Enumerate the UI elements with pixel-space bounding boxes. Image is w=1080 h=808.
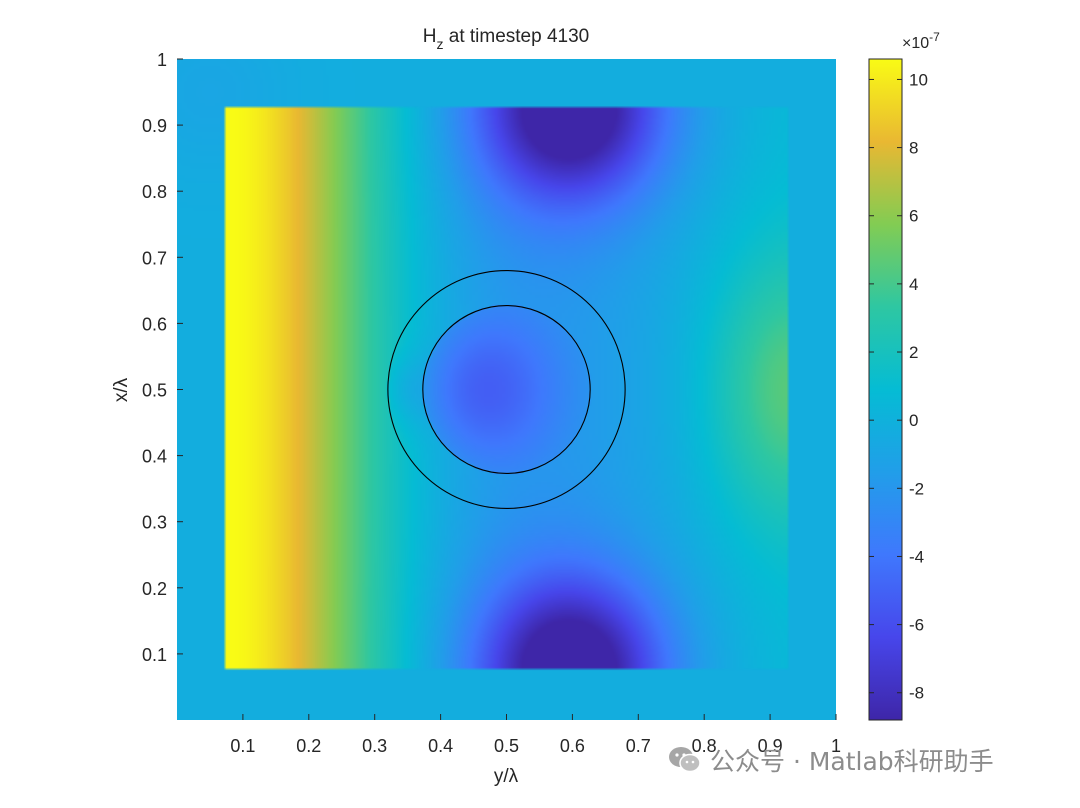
colorbar-ticks: 10 8 6 4 2 0 -2 -4 -6 -8 <box>868 58 928 721</box>
colorbar-frame <box>868 58 903 721</box>
x-tick-label: 0.9 <box>758 736 783 756</box>
x-tick-label: 0.5 <box>494 736 519 756</box>
y-tick-label: 0.6 <box>142 314 167 334</box>
colorbar-tick-label: 2 <box>909 343 918 362</box>
colorbar-tick-label: 8 <box>909 139 918 158</box>
plot-area <box>177 59 836 720</box>
colorbar-tick-label: -2 <box>909 479 924 498</box>
watermark-text: 公众号 · Matlab科研助手 <box>710 747 994 776</box>
colorbar-tick-label: 10 <box>909 70 928 89</box>
x-axis-label: y/λ <box>494 766 519 787</box>
y-tick-label: 0.8 <box>142 182 167 202</box>
colorbar-exponent: ×10-7 <box>902 30 940 52</box>
x-tick-label: 0.6 <box>560 736 585 756</box>
y-axis: 0.1 0.2 0.3 0.4 0.5 0.6 0.7 0.8 0.9 1 <box>142 50 183 665</box>
colorbar-tick-label: 6 <box>909 207 918 226</box>
y-tick-label: 0.9 <box>142 116 167 136</box>
y-tick-label: 0.7 <box>142 248 167 268</box>
y-tick-label: 0.3 <box>142 513 167 533</box>
wechat-icon <box>669 747 701 773</box>
x-tick-label: 1 <box>831 736 841 756</box>
watermark: 公众号 · Matlab科研助手 <box>668 742 994 778</box>
colorbar-tick-label: -4 <box>909 547 924 566</box>
colorbar-gradient <box>869 59 902 720</box>
field-heatmap <box>177 59 836 720</box>
circle-outer <box>387 269 626 510</box>
y-tick-label: 0.1 <box>142 645 167 665</box>
y-axis-label: x/λ <box>111 377 132 402</box>
colorbar: 10 8 6 4 2 0 -2 -4 -6 -8 ×10-7 <box>868 30 940 721</box>
colorbar-tick-label: -6 <box>909 616 924 635</box>
y-tick-label: 1 <box>157 50 167 70</box>
circle-inner <box>422 305 591 474</box>
scatterer-outlines <box>387 269 626 510</box>
x-axis: 0.1 0.2 0.3 0.4 0.5 0.6 0.7 0.8 0.9 1 <box>230 714 841 756</box>
x-tick-label: 0.2 <box>296 736 321 756</box>
colorbar-tick-label: 0 <box>909 411 918 430</box>
y-tick-label: 0.5 <box>142 381 167 401</box>
x-tick-label: 0.3 <box>362 736 387 756</box>
colorbar-tick-label: -8 <box>909 684 924 703</box>
x-tick-label: 0.1 <box>230 736 255 756</box>
chart-title: Hz at timestep 4130 <box>423 26 590 52</box>
x-tick-label: 0.4 <box>428 736 453 756</box>
x-tick-label: 0.8 <box>692 736 717 756</box>
y-tick-label: 0.2 <box>142 579 167 599</box>
colorbar-tick-label: 4 <box>909 275 918 294</box>
x-tick-label: 0.7 <box>626 736 651 756</box>
y-tick-label: 0.4 <box>142 447 167 467</box>
